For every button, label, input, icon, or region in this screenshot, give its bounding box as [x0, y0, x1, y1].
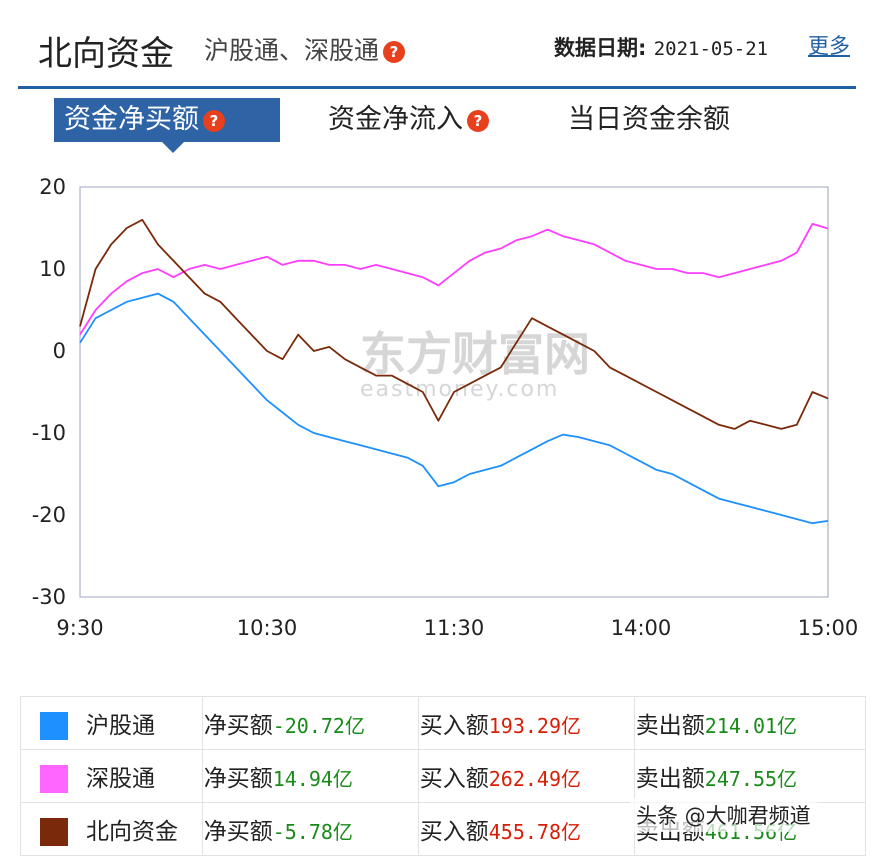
legend-value: 14.94亿	[272, 767, 353, 791]
legend-label: 净买额	[203, 819, 273, 845]
more-link[interactable]: 更多	[808, 34, 850, 58]
date-label: 数据日期:	[554, 36, 647, 60]
legend-table: 沪股通 净买额-20.72亿 买入额193.29亿 卖出额214.01亿 深股通 净买额1…	[20, 696, 867, 856]
y-tick-label: -30	[32, 585, 66, 609]
plot-frame	[79, 186, 829, 598]
help-icon[interactable]: ?	[203, 109, 225, 132]
page-title: 北向资金	[38, 34, 174, 74]
line-chart: 东方财富网 eastmoney.com 20 10 0 -10 -20 -30 9:30 1…	[32, 175, 859, 640]
legend-label: 净买额	[203, 713, 273, 739]
legend-value: 214.01亿	[704, 714, 798, 738]
legend-buy_label-cell: 买入额262.49亿	[417, 749, 635, 803]
legend-value: 262.49亿	[488, 767, 581, 791]
legend-buy_label-cell: 买入额193.29亿	[417, 696, 635, 750]
legend-value: 247.55亿	[704, 767, 798, 791]
legend-label: 卖出额	[635, 766, 705, 792]
legend-label: 卖出额	[635, 713, 705, 739]
y-tick-label: -10	[32, 421, 66, 445]
series-line-0	[79, 292, 829, 525]
legend-swatch	[40, 818, 68, 847]
help-icon[interactable]: ?	[383, 41, 406, 63]
legend-sell_label-cell: 卖出额247.55亿	[633, 749, 867, 803]
x-tick-label: 14:00	[611, 616, 672, 640]
tab-bar: 资金净买额? 资金净流入? 当日资金余额	[18, 98, 856, 158]
legend-net_label-cell: 净买额-20.72亿	[201, 696, 419, 750]
series-line-1	[79, 223, 829, 336]
legend-sell_label-cell: 卖出额214.01亿	[633, 696, 867, 750]
legend-label: 买入额	[419, 819, 489, 845]
x-tick-label: 15:00	[798, 616, 859, 640]
tab-net-inflow[interactable]: 资金净流入?	[328, 98, 489, 142]
legend-series-name: 深股通	[86, 765, 155, 792]
legend-swatch	[40, 712, 68, 741]
legend-net_label-cell: 净买额14.94亿	[201, 749, 419, 803]
subtitle-text: 沪股通、深股通	[204, 36, 380, 65]
tab-label: 当日资金余额	[568, 104, 730, 135]
y-tick-label: 10	[39, 257, 66, 281]
series-line-2	[79, 218, 829, 430]
legend-series-name: 北向资金	[86, 818, 178, 845]
legend-swatch	[40, 765, 68, 794]
active-tab-pointer	[162, 142, 184, 153]
tab-daily-balance[interactable]: 当日资金余额	[568, 98, 730, 142]
y-axis: 20 10 0 -10 -20 -30	[32, 175, 66, 609]
legend-series-cell: 北向资金	[20, 802, 203, 856]
legend-value: 193.29亿	[488, 714, 581, 738]
tab-label: 资金净流入	[328, 104, 463, 135]
legend-series-cell: 沪股通	[20, 696, 203, 750]
series-lines	[79, 218, 829, 525]
legend-value: -20.72亿	[272, 714, 365, 738]
page-header: 北向资金 沪股通、深股通? 数据日期: 2021-05-21 更多	[18, 16, 856, 89]
corner-watermark: 头条 @大咖君频道	[630, 798, 817, 832]
legend-label: 买入额	[419, 766, 489, 792]
legend-value: 455.78亿	[488, 820, 581, 844]
legend-label: 净买额	[203, 766, 273, 792]
tab-label: 资金净买额	[64, 104, 199, 135]
x-axis: 9:30 10:30 11:30 14:00 15:00	[56, 616, 858, 640]
x-tick-label: 11:30	[424, 616, 485, 640]
x-tick-label: 10:30	[237, 616, 298, 640]
tab-net-buy[interactable]: 资金净买额?	[54, 98, 280, 142]
watermark: 东方财富网 eastmoney.com	[360, 327, 590, 402]
legend-net_label-cell: 净买额-5.78亿	[201, 802, 419, 856]
legend-series-cell: 深股通	[20, 749, 203, 803]
legend-series-name: 沪股通	[86, 712, 155, 739]
y-tick-label: 0	[53, 339, 66, 363]
y-tick-label: 20	[39, 175, 66, 199]
page-subtitle: 沪股通、深股通?	[204, 31, 406, 67]
legend-buy_label-cell: 买入额455.78亿	[417, 802, 635, 856]
help-icon[interactable]: ?	[467, 109, 489, 132]
legend-value: -5.78亿	[272, 820, 353, 844]
watermark-cn: 东方财富网	[360, 327, 590, 381]
y-tick-label: -20	[32, 503, 66, 527]
legend-row: 深股通 净买额14.94亿 买入额262.49亿 卖出额247.55亿	[20, 749, 867, 803]
x-tick-label: 9:30	[56, 616, 103, 640]
data-date: 数据日期: 2021-05-21	[554, 32, 768, 62]
legend-row: 沪股通 净买额-20.72亿 买入额193.29亿 卖出额214.01亿	[20, 696, 867, 750]
legend-label: 买入额	[419, 713, 489, 739]
date-value: 2021-05-21	[653, 38, 769, 60]
